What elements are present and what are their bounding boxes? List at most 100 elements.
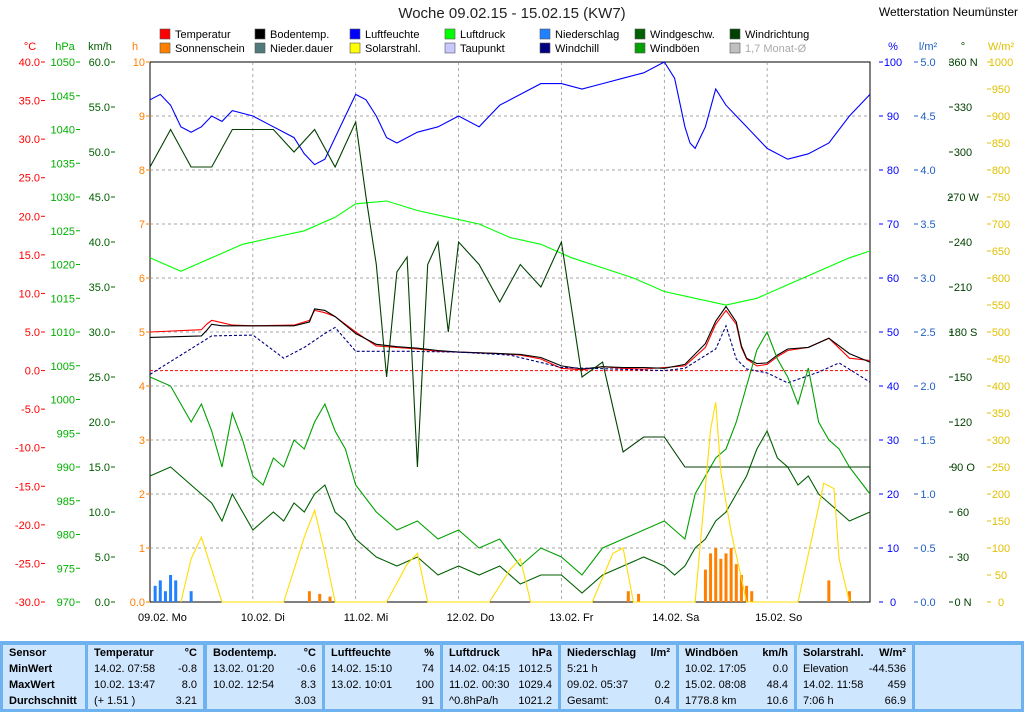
stats-value: 0.4 [654, 695, 670, 707]
axis-tick-label: 0 N [954, 597, 971, 609]
axis-tick-label: 150 [992, 516, 1010, 528]
axis-tick-label: 1035 [51, 158, 75, 170]
stats-value: 74 [421, 663, 434, 675]
axis-tick-label: 90 O [951, 462, 975, 474]
axis-tick-label: 990 [57, 462, 75, 474]
stats-label: 11.02. 00:30 [449, 679, 510, 691]
legend-label: Windchill [555, 43, 599, 55]
bar-sonnenschein [709, 553, 713, 602]
legend-swatch [349, 28, 361, 40]
axis-unit-label: km/h [88, 41, 112, 53]
stats-header: Niederschlag [567, 647, 637, 659]
stats-unit: l/m² [650, 647, 670, 659]
axis-tick-label: 20 [887, 489, 899, 501]
axis-tick-label: 270 W [947, 192, 979, 204]
series-line-luftfeuchte [149, 61, 871, 166]
axis-tick-label: 330 [954, 102, 972, 114]
axis-tick-label: 240 [954, 237, 972, 249]
axis-unit-label: % [888, 41, 898, 53]
stats-unit: °C [184, 647, 197, 659]
axis-tick-label: 300 [992, 435, 1010, 447]
series-line-luftdruck [149, 200, 871, 306]
axis-tick-label: 30 [957, 552, 969, 564]
axis-tick-label: 7 [139, 219, 145, 231]
axis-tick-label: 100 [884, 57, 902, 69]
axis-tick-label: 20.0 [89, 417, 110, 429]
axis-tick-label: 210 [954, 282, 972, 294]
bar-sonnenschein [734, 564, 738, 602]
stats-label: 14.02. 07:58 [94, 663, 156, 675]
legend-label: Sonnenschein [175, 43, 245, 55]
axis-tick-label: 9 [139, 111, 145, 123]
axis-tick-label: 10.0 [89, 507, 110, 519]
axis-tick-label: 100 [992, 543, 1010, 555]
legend-swatch [159, 28, 171, 40]
axis-tick-label: 500 [992, 327, 1010, 339]
series-line-windgeschw- [149, 429, 871, 594]
bar-niederschlag [169, 575, 173, 602]
axis-tick-label: 60 [957, 507, 969, 519]
bar-niederschlag [174, 580, 178, 602]
stats-value: -44.536 [868, 663, 906, 675]
stats-unit: °C [303, 647, 316, 659]
axis-tick-label: 0 [890, 597, 896, 609]
stats-label: 10.02. 12:54 [213, 679, 275, 691]
x-tick-label: 10.02. Di [241, 612, 285, 624]
axis-tick-label: 3.5 [920, 219, 935, 231]
legend-label: Bodentemp. [270, 29, 329, 41]
stats-column: Windböen km/h 10.02. 17:05 0.0 15.02. 08:08 4… [679, 645, 794, 709]
axis-tick-label: 1025 [51, 226, 75, 238]
stats-panel: Sensor MinWert MaxWert Durchschnitt Temperat… [0, 641, 1024, 712]
stats-value: 10.6 [766, 695, 788, 707]
stats-label: Gesamt: [567, 695, 609, 707]
legend-label: Luftfeuchte [365, 29, 419, 41]
stats-value: 0.0 [772, 663, 788, 675]
axis-tick-label: 120 [954, 417, 972, 429]
axis-tick-label: 1005 [51, 361, 75, 373]
stats-value: 91 [421, 695, 434, 707]
stats-label: 14.02. 15:10 [331, 663, 393, 675]
axis-unit-label: W/m² [988, 41, 1015, 53]
axis-tick-label: 80 [887, 165, 899, 177]
axis-tick-label: 2.5 [920, 327, 935, 339]
axis-tick-label: 15.0 [89, 462, 110, 474]
axis-tick-label: 995 [57, 428, 75, 440]
axis-tick-label: 1.5 [920, 435, 935, 447]
stats-label: MaxWert [9, 679, 55, 691]
stats-label: ^0.8hPa/h [449, 695, 499, 707]
legend-label: Nieder.dauer [270, 43, 333, 55]
stats-value: 1029.4 [518, 679, 552, 691]
bar-sonnenschein [729, 548, 733, 602]
legend-label: Temperatur [175, 29, 231, 41]
bar-sonnenschein [739, 575, 743, 602]
stats-value: 3.21 [175, 695, 197, 707]
axis-tick-label: 20.0 [19, 211, 40, 223]
axis-tick-label: 25.0 [89, 372, 110, 384]
stats-empty-column [915, 645, 1021, 709]
stats-header: Luftfeuchte [331, 647, 391, 659]
stats-value: 1012.5 [518, 663, 552, 675]
axis-tick-label: 55.0 [89, 102, 110, 114]
axis-tick-label: 0.0 [130, 597, 145, 609]
stats-value: 0.2 [654, 679, 670, 691]
axis-tick-label: 30 [887, 435, 899, 447]
bar-sonnenschein [847, 591, 851, 602]
stats-unit: km/h [762, 647, 788, 659]
axis-tick-label: 35.0 [89, 282, 110, 294]
stats-header: Bodentemp. [213, 647, 277, 659]
stats-column: Bodentemp. °C 13.02. 01:20 -0.6 10.02. 12:54… [207, 645, 322, 709]
axis-tick-label: 4.5 [920, 111, 935, 123]
stats-label: 13.02. 10:01 [331, 679, 393, 691]
axis-tick-label: 70 [887, 219, 899, 231]
bar-niederschlag [153, 585, 157, 602]
stats-value: 8.0 [181, 679, 197, 691]
axis-tick-label: -25.0 [15, 558, 40, 570]
axis-tick-label: 10 [887, 543, 899, 555]
legend-label: 1,7 Monat-Ø [745, 43, 807, 55]
axis-tick-label: -30.0 [15, 597, 40, 609]
bar-sonnenschein [724, 553, 728, 602]
series-line-windb-en [149, 330, 871, 576]
axis-tick-label: 0.0 [95, 597, 110, 609]
stats-value: 48.4 [766, 679, 788, 691]
x-tick-label: 09.02. Mo [138, 612, 187, 624]
